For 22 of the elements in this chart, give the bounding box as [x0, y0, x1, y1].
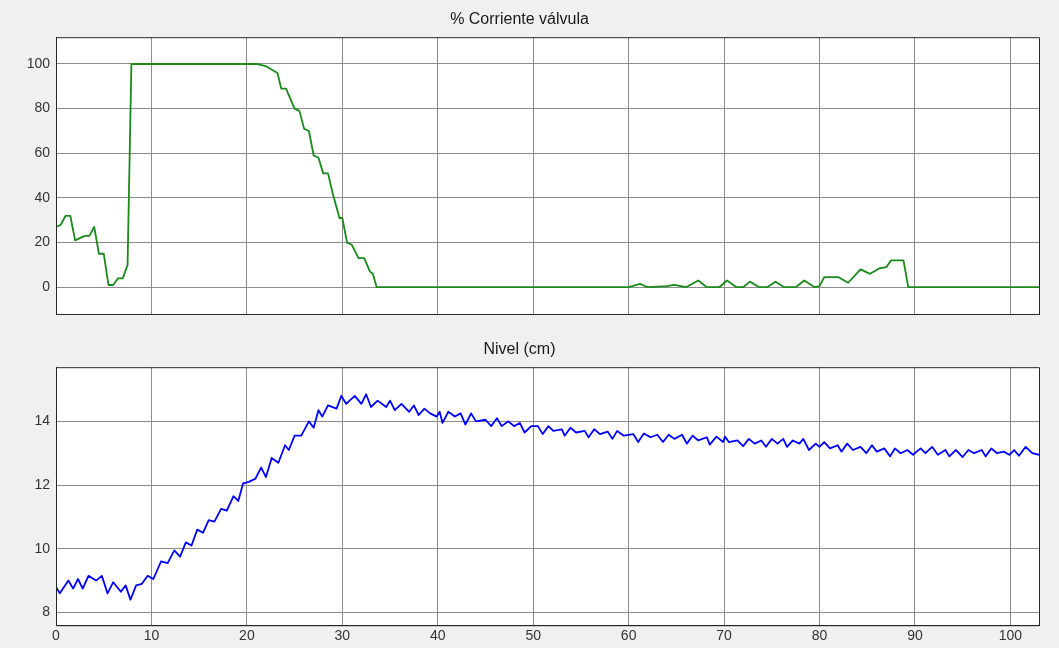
y-tick-label: 20 [34, 233, 51, 250]
x-tick-label: 80 [811, 627, 828, 644]
y-tick-label: 60 [34, 144, 51, 161]
y-tick-label: 0 [42, 278, 51, 295]
y-tick-label: 40 [34, 188, 51, 205]
y-tick-label: 12 [34, 475, 51, 492]
x-tick-label: 70 [716, 627, 733, 644]
y-tick-label: 14 [34, 412, 51, 429]
chart-title: % Corriente válvula [450, 10, 589, 28]
chart-title: Nivel (cm) [483, 340, 556, 358]
y-tick-label: 80 [34, 99, 51, 116]
x-tick-label: 10 [143, 627, 160, 644]
x-tick-label: 20 [239, 627, 255, 644]
x-tick-label: 40 [429, 627, 446, 644]
y-tick-label: 100 [26, 54, 51, 71]
x-tick-label: 100 [998, 627, 1023, 644]
y-tick-label: 10 [34, 539, 51, 556]
y-tick-label: 8 [42, 603, 51, 620]
x-tick-label: 60 [620, 627, 637, 644]
x-tick-label: 50 [525, 627, 542, 644]
x-tick-label: 90 [907, 627, 923, 644]
x-tick-label: 30 [334, 627, 351, 644]
